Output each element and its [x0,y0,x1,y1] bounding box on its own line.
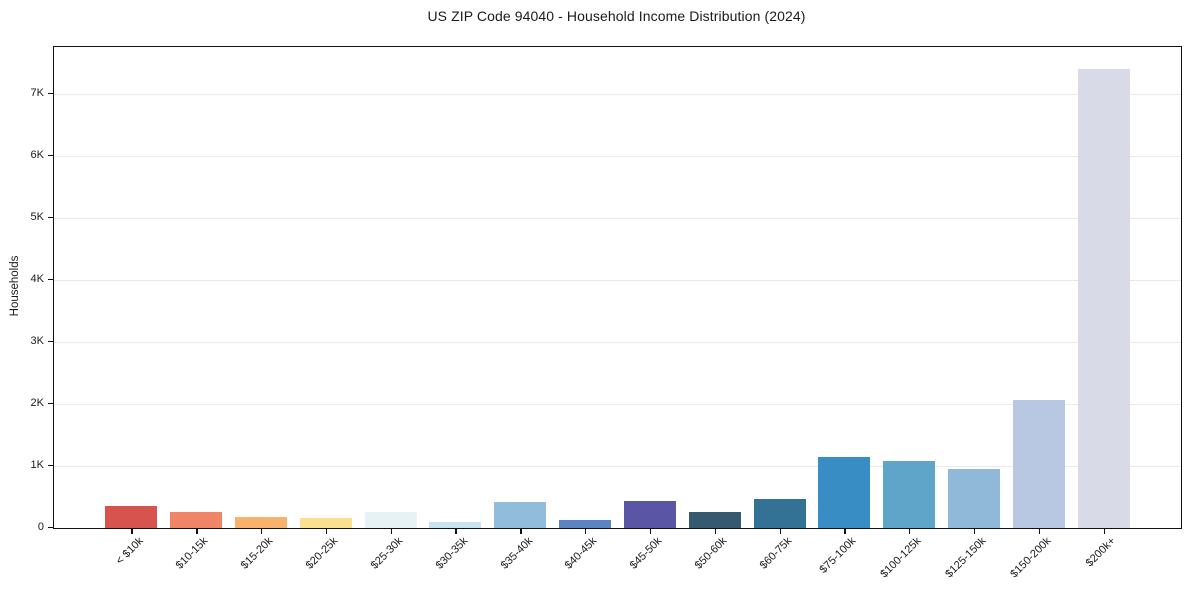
gridline-3K [54,341,1181,343]
bar-slot: $30-35k [423,47,488,572]
bar-10k [105,506,158,528]
gridline-5K [54,217,1181,219]
bar-slot: $50-60k [682,47,747,572]
y-tick-mark [48,278,53,281]
y-tick-label: 4K [30,272,44,285]
y-tick-label: 5K [30,210,44,223]
y-axis-label: Households [9,255,21,317]
x-tick-mark [390,529,392,535]
x-tick-label: $125-150k [943,535,989,581]
x-tick-mark [649,529,652,535]
y-tick-label: 6K [30,148,44,161]
x-tick-label: $60-75k [757,535,795,572]
x-tick-mark [973,529,976,535]
bar-slot: $100-125k [877,47,942,580]
plot-area: < $10k $10-15k $15-20k $20-25k $25-30k $30-35… [53,46,1182,580]
bar-50-60k [688,512,741,528]
gridline-4K [54,279,1181,281]
bar-slot: $20-25k [293,47,358,572]
bar-20-25k [299,517,352,528]
x-tick-label: $35-40k [498,535,535,572]
bar-40-45k [559,520,612,528]
y-tick-mark [48,154,53,156]
bar-slot: $150-200k [1006,47,1071,580]
x-tick-label: $200k+ [1083,535,1119,570]
bar-slot: $10-15k [164,47,229,572]
x-tick-label: $75-100k [817,535,859,576]
bar-slot: $125-150k [942,47,1007,580]
bar-slot: $35-40k [488,47,553,572]
gridline-6K [54,155,1181,157]
x-tick-mark [455,529,457,535]
y-tick-mark [48,464,53,467]
x-tick-mark [325,529,328,535]
x-tick-label: < $10k [113,535,146,568]
bar-slot: $15-20k [229,47,294,572]
y-tick-label: 1K [30,458,44,471]
x-tick-mark [779,529,781,535]
bar-75-100k [818,456,871,528]
bar-slot: $60-75k [747,47,812,572]
x-tick-mark [1038,529,1041,535]
bar-slot: $25-30k [358,47,423,572]
y-tick-label: 3K [30,334,44,347]
x-tick-label: $40-45k [562,535,600,572]
x-tick-label: $50-60k [692,535,730,572]
x-tick-label: $10-15k [174,535,211,572]
x-tick-label: $15-20k [238,535,276,572]
bar-125-150k [947,469,1000,528]
x-tick-label: $100-125k [878,535,924,581]
gridline-7K [54,93,1181,95]
y-tick-mark [48,340,53,343]
bar-slot: $75-100k [812,47,877,576]
x-tick-mark [131,529,133,535]
x-tick-mark [1103,529,1105,535]
bar-100-125k [883,461,936,528]
bar-200k [1077,68,1130,528]
gridline-1K [54,465,1181,467]
x-tick-label: $30-35k [433,535,470,572]
bars-row: < $10k $10-15k $15-20k $20-25k $25-30k $30-35… [54,47,1181,580]
bar-slot: $40-45k [553,47,618,572]
y-tick-mark [48,92,53,94]
bar-150-200k [1012,400,1065,528]
x-tick-mark [196,529,198,535]
x-tick-mark [714,529,717,535]
x-tick-label: $150-200k [1008,535,1054,581]
bar-60-75k [753,498,806,528]
bar-15-20k [235,516,288,528]
x-tick-mark [261,529,263,535]
x-tick-mark [585,529,587,535]
chart-title: US ZIP Code 94040 - Household Income Dis… [427,8,806,24]
x-tick-label: $45-50k [627,535,665,572]
bar-10-15k [170,512,223,528]
x-tick-label: $25-30k [368,535,406,572]
bar-35-40k [494,502,547,528]
bar-slot: $200k+ [1071,47,1136,569]
bar-slot: $45-50k [618,47,683,572]
y-tick-mark [48,216,53,218]
y-tick-mark [48,527,53,529]
y-tick-label: 7K [30,86,44,99]
x-tick-label: $20-25k [303,535,341,572]
x-tick-mark [844,529,846,535]
x-tick-mark [909,529,911,535]
y-tick-label: 2K [30,396,44,409]
gridline-2K [54,403,1181,405]
y-tick-label: 0 [37,521,44,533]
bar-25-30k [364,511,417,528]
bar-slot: < $10k [99,47,164,567]
bar-30-35k [429,521,482,528]
y-tick-mark [48,402,53,405]
x-tick-mark [520,529,522,535]
bar-45-50k [623,500,676,528]
